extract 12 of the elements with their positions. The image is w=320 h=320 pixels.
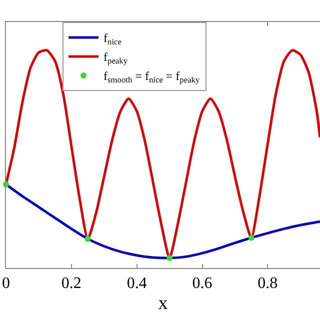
point: [248, 234, 254, 241]
point: [84, 236, 91, 242]
x-tick-label: 0.8: [258, 275, 278, 292]
x-tick-label: 0: [2, 275, 10, 292]
x-axis-title: x: [158, 293, 168, 314]
x-tick-label: 0.2: [61, 275, 82, 292]
legend-label: f$_{nice}$: [104, 31, 122, 47]
x-tick-label: 0.6: [192, 275, 212, 292]
point: [166, 254, 173, 261]
legend-label: f$_{peaky}$: [104, 50, 128, 66]
x-tick-label: 0.4: [126, 275, 147, 292]
legend-label: f$_{smooth}$ = f$_{nice}$ = f$_{peaky}$: [104, 69, 200, 85]
